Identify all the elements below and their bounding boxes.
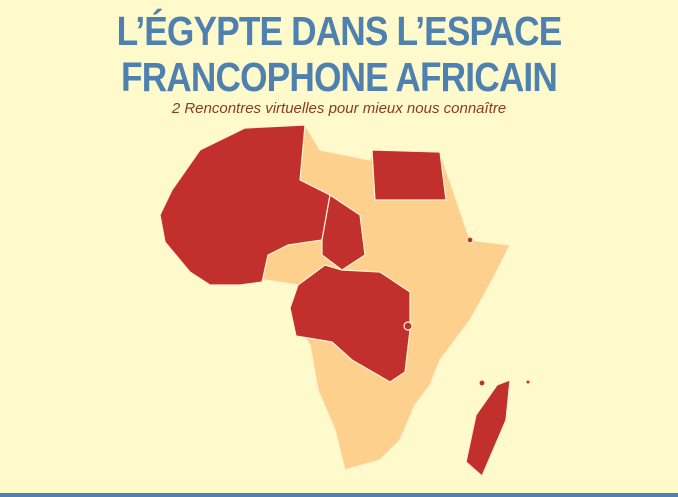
subtitle: 2 Rencontres virtuelles pour mieux nous … bbox=[171, 100, 507, 117]
region-central-africa bbox=[289, 264, 411, 383]
region-mauritius bbox=[526, 380, 530, 384]
bottom-bar bbox=[0, 493, 678, 497]
region-comoros bbox=[478, 379, 486, 387]
region-djibouti bbox=[466, 236, 474, 244]
region-madagascar bbox=[465, 379, 511, 477]
region-northwest-francophone bbox=[159, 124, 331, 286]
title-line-2: FRANCOPHONE AFRICAIN bbox=[121, 54, 558, 100]
title-line-1: L’ÉGYPTE DANS L’ESPACE bbox=[116, 8, 563, 54]
region-egypt bbox=[371, 149, 447, 201]
region-rwanda-burundi bbox=[403, 321, 413, 331]
